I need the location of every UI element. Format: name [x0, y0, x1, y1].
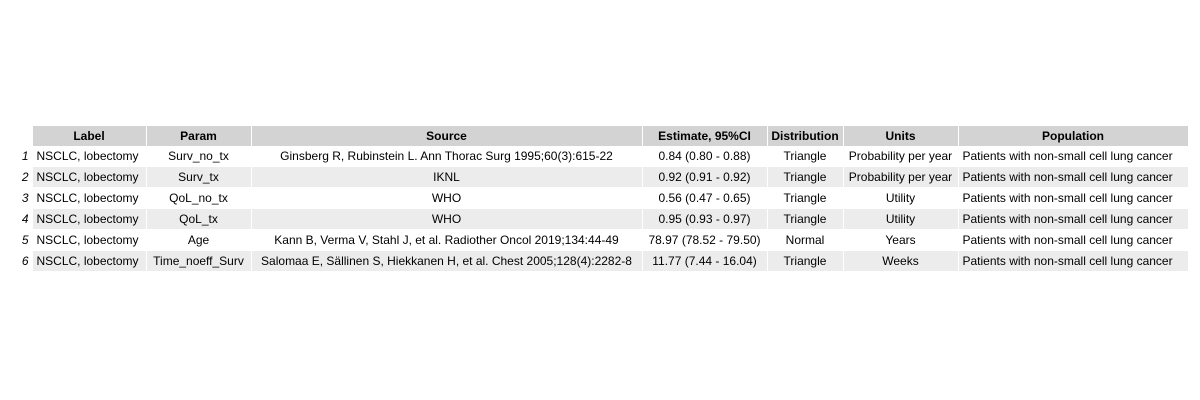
table-row: 4 NSCLC, lobectomy QoL_tx WHO 0.95 (0.93… — [18, 208, 1189, 230]
row-index: 3 — [18, 187, 33, 209]
cell-source: WHO — [251, 187, 643, 209]
cell-distribution: Triangle — [767, 250, 844, 272]
cell-distribution: Triangle — [767, 187, 844, 209]
column-header-estimate[interactable]: Estimate, 95%CI — [642, 126, 768, 146]
cell-estimate: 0.95 (0.93 - 0.97) — [642, 208, 768, 230]
column-header-population[interactable]: Population — [958, 126, 1189, 146]
row-index: 5 — [18, 229, 33, 251]
cell-distribution: Triangle — [767, 146, 844, 167]
cell-label: NSCLC, lobectomy — [32, 208, 147, 230]
cell-label: NSCLC, lobectomy — [32, 146, 147, 167]
cell-units: Utility — [843, 208, 959, 230]
column-header-units[interactable]: Units — [843, 126, 959, 146]
cell-source: Ginsberg R, Rubinstein L. Ann Thorac Sur… — [251, 146, 643, 167]
cell-label: NSCLC, lobectomy — [32, 187, 147, 209]
cell-population: Patients with non-small cell lung cancer — [958, 166, 1189, 188]
cell-estimate: 0.92 (0.91 - 0.92) — [642, 166, 768, 188]
header-row: Label Param Source Estimate, 95%CI Distr… — [18, 126, 1189, 146]
cell-units: Probability per year — [843, 146, 959, 167]
row-index: 4 — [18, 208, 33, 230]
cell-estimate: 78.97 (78.52 - 79.50) — [642, 229, 768, 251]
table-row: 6 NSCLC, lobectomy Time_noeff_Surv Salom… — [18, 250, 1189, 272]
row-index: 1 — [18, 146, 33, 167]
cell-units: Weeks — [843, 250, 959, 272]
cell-population: Patients with non-small cell lung cancer — [958, 187, 1189, 209]
column-header-source[interactable]: Source — [251, 126, 643, 146]
table-row: 1 NSCLC, lobectomy Surv_no_tx Ginsberg R… — [18, 146, 1189, 167]
cell-param: Age — [146, 229, 252, 251]
cell-population: Patients with non-small cell lung cancer — [958, 208, 1189, 230]
cell-units: Probability per year — [843, 166, 959, 188]
cell-distribution: Triangle — [767, 208, 844, 230]
row-index: 2 — [18, 166, 33, 188]
cell-source: Salomaa E, Sällinen S, Hiekkanen H, et a… — [251, 250, 643, 272]
cell-distribution: Triangle — [767, 166, 844, 188]
parameter-table: Label Param Source Estimate, 95%CI Distr… — [18, 126, 1189, 272]
cell-param: Surv_tx — [146, 166, 252, 188]
table-row: 3 NSCLC, lobectomy QoL_no_tx WHO 0.56 (0… — [18, 187, 1189, 209]
table-row: 5 NSCLC, lobectomy Age Kann B, Verma V, … — [18, 229, 1189, 251]
parameter-table-container: Label Param Source Estimate, 95%CI Distr… — [18, 126, 1189, 272]
cell-units: Utility — [843, 187, 959, 209]
cell-units: Years — [843, 229, 959, 251]
cell-source: WHO — [251, 208, 643, 230]
cell-population: Patients with non-small cell lung cancer — [958, 229, 1189, 251]
cell-label: NSCLC, lobectomy — [32, 229, 147, 251]
cell-source: Kann B, Verma V, Stahl J, et al. Radioth… — [251, 229, 643, 251]
cell-param: Surv_no_tx — [146, 146, 252, 167]
cell-estimate: 11.77 (7.44 - 16.04) — [642, 250, 768, 272]
column-header-distribution[interactable]: Distribution — [767, 126, 844, 146]
cell-param: QoL_no_tx — [146, 187, 252, 209]
cell-param: QoL_tx — [146, 208, 252, 230]
cell-estimate: 0.56 (0.47 - 0.65) — [642, 187, 768, 209]
row-index: 6 — [18, 250, 33, 272]
index-header — [18, 126, 33, 146]
cell-population: Patients with non-small cell lung cancer — [958, 146, 1189, 167]
cell-distribution: Normal — [767, 229, 844, 251]
cell-population: Patients with non-small cell lung cancer — [958, 250, 1189, 272]
cell-param: Time_noeff_Surv — [146, 250, 252, 272]
column-header-label[interactable]: Label — [32, 126, 147, 146]
cell-estimate: 0.84 (0.80 - 0.88) — [642, 146, 768, 167]
cell-source: IKNL — [251, 166, 643, 188]
cell-label: NSCLC, lobectomy — [32, 250, 147, 272]
column-header-param[interactable]: Param — [146, 126, 252, 146]
cell-label: NSCLC, lobectomy — [32, 166, 147, 188]
table-row: 2 NSCLC, lobectomy Surv_tx IKNL 0.92 (0.… — [18, 166, 1189, 188]
